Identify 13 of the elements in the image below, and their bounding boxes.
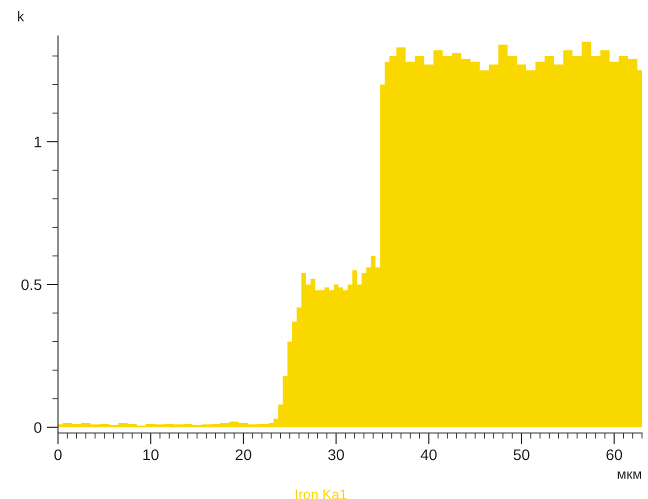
- y-tick-label: 1: [34, 136, 42, 148]
- y-tick-label: 0: [34, 422, 42, 433]
- x-tick-label: 30: [328, 449, 344, 460]
- y-tick-label: 0.5: [21, 279, 42, 290]
- x-tick-label: 20: [236, 449, 252, 460]
- y-axis-title: k: [18, 11, 24, 22]
- x-tick-label: 40: [420, 449, 437, 460]
- x-axis-title: мкм: [618, 471, 642, 479]
- x-tick-label: 50: [514, 449, 530, 460]
- x-tick-label: 60: [606, 449, 622, 460]
- x-tick-label: 0: [54, 449, 62, 460]
- x-tick-label: 10: [143, 449, 159, 460]
- text: Iron Ka1: [296, 490, 346, 499]
